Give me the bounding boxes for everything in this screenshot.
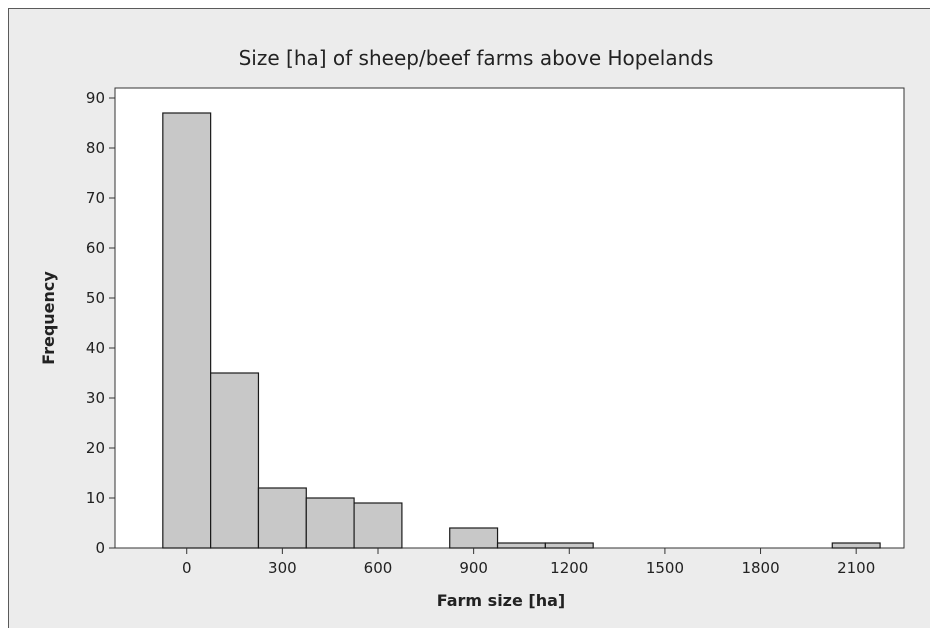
x-tick-label-6: 1800	[741, 559, 779, 577]
histogram-bar-4	[353, 502, 403, 549]
histogram-chart: Size [ha] of sheep/beef farms above Hope…	[39, 46, 905, 610]
y-tick-label-3: 30	[86, 389, 105, 407]
histogram-bar-5	[449, 527, 499, 549]
bars-group	[162, 112, 881, 549]
x-tick-label-1: 300	[268, 559, 297, 577]
histogram-bar-2	[257, 487, 307, 549]
y-tick-label-0: 0	[95, 539, 105, 557]
y-tick-label-5: 50	[86, 289, 105, 307]
histogram-bar-0	[162, 112, 212, 549]
histogram-bar-6	[496, 542, 546, 549]
histogram-bar-7	[544, 542, 594, 549]
x-tick-label-3: 900	[459, 559, 488, 577]
y-axis: 0 10 20 30 40 50 60 70 80 90	[86, 88, 116, 557]
y-tick-label-6: 60	[86, 239, 105, 257]
histogram-bar-8	[831, 542, 881, 549]
y-tick-label-4: 40	[86, 339, 105, 357]
x-tick-label-4: 1200	[550, 559, 588, 577]
histogram-bar-1	[210, 372, 260, 549]
y-tick-label-7: 70	[86, 189, 105, 207]
y-tick-label-2: 20	[86, 439, 105, 457]
x-tick-label-5: 1500	[646, 559, 684, 577]
y-axis-label: Frequency	[39, 271, 58, 365]
x-tick-label-2: 600	[364, 559, 393, 577]
chart-title: Size [ha] of sheep/beef farms above Hope…	[239, 46, 714, 70]
y-tick-label-1: 10	[86, 489, 105, 507]
histogram-bar-3	[305, 497, 355, 549]
x-axis: 0 300 600 900 1200 1500 1800 2100	[182, 548, 875, 577]
y-tick-label-8: 80	[86, 139, 105, 157]
x-tick-label-0: 0	[182, 559, 192, 577]
chart-frame: Size [ha] of sheep/beef farms above Hope…	[8, 8, 930, 628]
y-tick-label-9: 90	[86, 89, 105, 107]
x-axis-label: Farm size [ha]	[437, 591, 565, 610]
x-tick-label-7: 2100	[837, 559, 875, 577]
